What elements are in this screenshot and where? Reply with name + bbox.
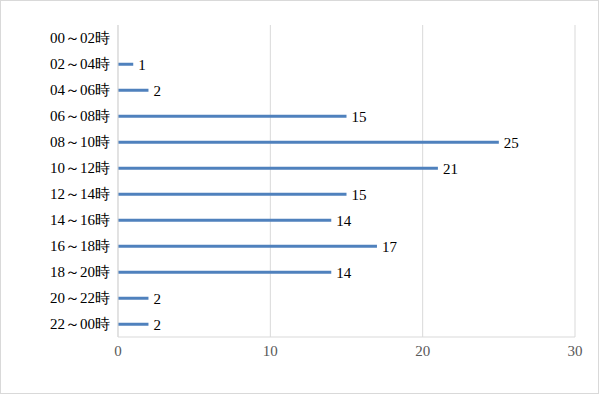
svg-text:30: 30: [568, 343, 583, 359]
svg-text:2: 2: [153, 291, 161, 307]
svg-text:12～14時: 12～14時: [50, 186, 110, 202]
svg-text:25: 25: [504, 135, 519, 151]
svg-text:02～04時: 02～04時: [50, 56, 110, 72]
svg-text:15: 15: [352, 187, 367, 203]
svg-text:21: 21: [443, 161, 458, 177]
svg-text:22～00時: 22～00時: [50, 316, 110, 332]
svg-text:14: 14: [336, 213, 352, 229]
svg-text:15: 15: [352, 109, 367, 125]
svg-text:2: 2: [153, 317, 161, 333]
svg-text:10: 10: [263, 343, 278, 359]
svg-text:06～08時: 06～08時: [50, 108, 110, 124]
svg-text:20～22時: 20～22時: [50, 290, 110, 306]
svg-text:08～10時: 08～10時: [50, 134, 110, 150]
svg-text:04～06時: 04～06時: [50, 82, 110, 98]
svg-text:20: 20: [415, 343, 430, 359]
svg-text:2: 2: [153, 83, 161, 99]
svg-text:16～18時: 16～18時: [50, 238, 110, 254]
svg-text:0: 0: [114, 343, 122, 359]
svg-text:14: 14: [336, 265, 352, 281]
svg-text:18～20時: 18～20時: [50, 264, 110, 280]
svg-text:17: 17: [382, 239, 398, 255]
svg-text:10～12時: 10～12時: [50, 160, 110, 176]
svg-text:1: 1: [138, 57, 146, 73]
svg-text:14～16時: 14～16時: [50, 212, 110, 228]
svg-text:00～02時: 00～02時: [50, 30, 110, 46]
